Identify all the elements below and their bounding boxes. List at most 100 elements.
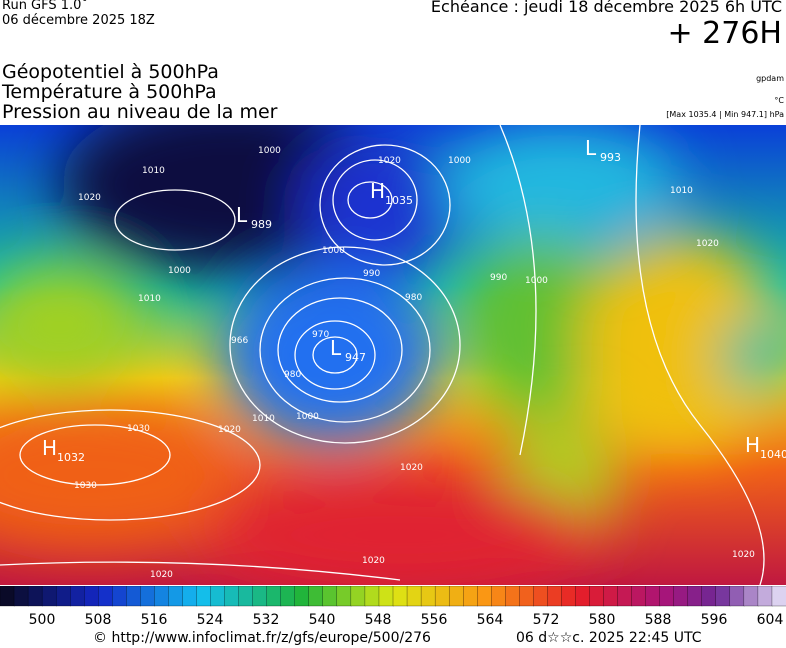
colorbar-swatch: [210, 586, 226, 607]
unit: [Max 1035.4 | Min 947.1] hPa: [666, 110, 784, 119]
center-value: 947: [345, 351, 366, 364]
colorbar-swatch: [266, 586, 282, 607]
colorbar-tick-label: 564: [477, 612, 504, 628]
isobar-label: 1020: [732, 550, 755, 560]
colorbar-swatch: [27, 586, 43, 607]
colorbar-swatch: [252, 586, 268, 607]
colorbar-tick-label: 588: [645, 612, 672, 628]
isobar-label: 1020: [150, 570, 173, 580]
colorbar-tick-label: 540: [309, 612, 336, 628]
colorbar-swatch: [701, 586, 717, 607]
isobar-label: 1010: [670, 186, 693, 196]
colorbar-swatch: [168, 586, 184, 607]
colorbar-swatch: [98, 586, 113, 607]
isobar-label: 1000: [448, 156, 471, 166]
colorbar-swatch: [575, 586, 591, 607]
field: Température à 500hPa: [2, 81, 217, 103]
colorbar-swatch: [41, 586, 57, 607]
isobar-label: 970: [312, 330, 329, 340]
colorbar-swatch: [140, 586, 156, 607]
colorbar-swatch: [364, 586, 380, 607]
isobar-label: 1000: [168, 266, 191, 276]
center-value: 1032: [57, 451, 85, 464]
colorbar-tick-label: 532: [253, 612, 280, 628]
colorbar-tick-label: 516: [141, 612, 168, 628]
colorbar-tick-label: 556: [421, 612, 448, 628]
colorbar-tick-label: 508: [85, 612, 112, 628]
isobar-label: 966: [231, 336, 248, 346]
colorbar-swatch: [687, 586, 703, 607]
colorbar-swatch: [434, 586, 450, 607]
colorbar-swatch: [589, 586, 605, 607]
center-letter: H: [42, 436, 57, 460]
colorbar-swatch: [196, 586, 212, 607]
colorbar-swatch: [533, 586, 549, 607]
center-letter: L: [330, 336, 342, 360]
colorbar-swatch: [238, 586, 254, 607]
colorbar-swatch: [294, 586, 310, 607]
run: Run GFS 1.0˚: [2, 0, 88, 13]
colorbar-tick-label: 500: [29, 612, 56, 628]
isobar-label: 1000: [322, 246, 345, 256]
center-value: 1040: [760, 448, 786, 461]
colorbar-swatch: [547, 586, 563, 607]
colorbar-swatch: [308, 586, 324, 607]
colorbar-tick-label: 596: [701, 612, 728, 628]
isobar-label: 1000: [296, 412, 319, 422]
unit: °C: [774, 96, 784, 105]
isobar-label: 980: [405, 293, 422, 303]
isobar-label: 1000: [525, 276, 548, 286]
colorbar: 500 508 516 524 532 540 548 556 564 572 580 588 596 6…: [0, 586, 786, 628]
isobar-label: 1030: [74, 481, 97, 491]
isobar-label: 1010: [138, 294, 161, 304]
center-letter: L: [236, 203, 248, 227]
isobar-label: 1030: [127, 424, 150, 434]
colorbar-swatch: [126, 586, 142, 607]
isobar-label: 990: [363, 269, 380, 279]
field: Géopotentiel à 500hPa: [2, 61, 219, 83]
colorbar-tick-label: 548: [365, 612, 392, 628]
colorbar-tick-label: 572: [533, 612, 560, 628]
colorbar-swatch: [729, 586, 745, 607]
isobar-label: 1010: [252, 414, 275, 424]
colorbar-swatch: [645, 586, 661, 607]
valid-time: Echéance : jeudi 18 décembre 2025 6h UTC: [430, 0, 782, 16]
colorbar-swatch: [182, 586, 198, 607]
source: © http://www.infoclimat.fr/z/gfs/europe/…: [93, 630, 431, 646]
isobar-label: 1020: [362, 556, 385, 566]
isobar-label: 1000: [258, 146, 281, 156]
colorbar-swatch: [322, 586, 338, 607]
colorbar-swatch: [519, 586, 535, 607]
colorbar-swatch: [631, 586, 647, 607]
isobar-label: 1010: [142, 166, 165, 176]
lead-time: + 276H: [667, 16, 783, 51]
colorbar-swatch: [448, 586, 464, 607]
colorbar-swatch: [84, 586, 99, 607]
colorbar-swatch: [70, 586, 85, 607]
center-letter: H: [370, 179, 385, 203]
colorbar-swatch: [743, 586, 759, 607]
colorbar-swatch: [561, 586, 577, 607]
colorbar-swatch: [505, 586, 520, 607]
colorbar-swatch: [112, 586, 127, 607]
colorbar-swatch: [280, 586, 296, 607]
isobar-label: 990: [490, 273, 507, 283]
colorbar-swatch: [154, 586, 170, 607]
isobar-label: 1020: [378, 156, 401, 166]
center-value: 989: [251, 218, 272, 231]
unit: gpdam: [756, 74, 784, 83]
colorbar-swatch: [406, 586, 422, 607]
colorbar-tick-label: 604: [757, 612, 784, 628]
colorbar-swatch: [55, 586, 71, 607]
colorbar-swatch: [420, 586, 436, 607]
colorbar-swatch: [715, 586, 731, 607]
colorbar-swatch: [673, 586, 689, 607]
colorbar-swatch: [617, 586, 633, 607]
colorbar-swatch: [463, 586, 478, 607]
run-date: 06 décembre 2025 18Z: [2, 13, 155, 28]
colorbar-swatch: [378, 586, 394, 607]
isobar-label: 980: [284, 370, 301, 380]
isobar-label: 1020: [78, 193, 101, 203]
